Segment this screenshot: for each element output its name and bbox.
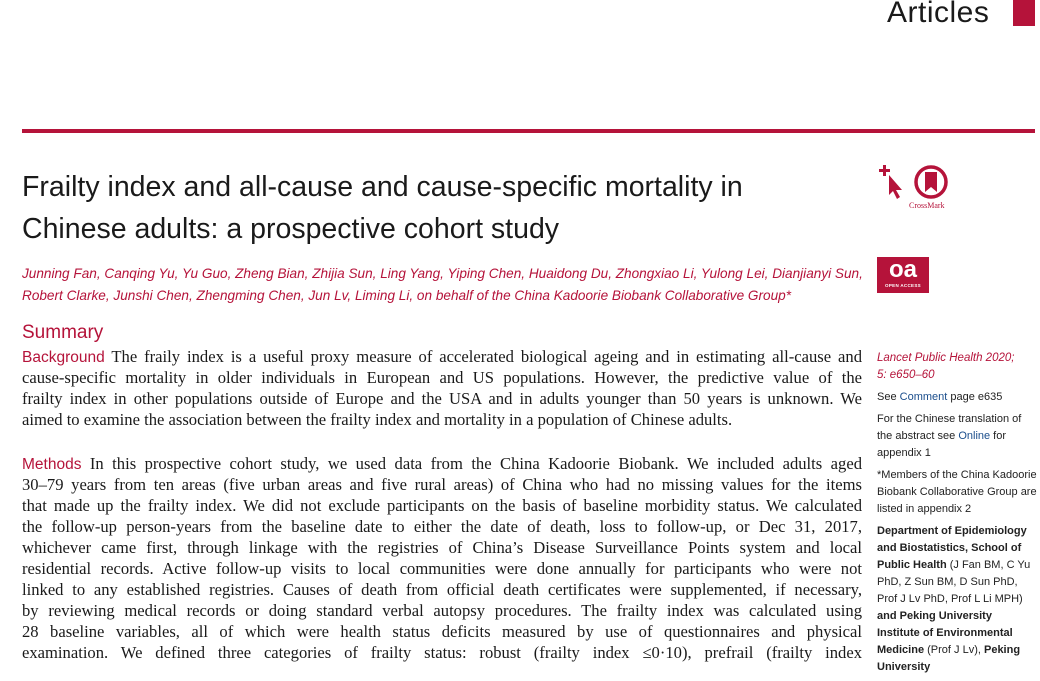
article-title: Frailty index and all-cause and cause-sp… [22,166,862,250]
text-span: for appendix 1 [877,430,1007,459]
text-line: 30–79 years from ten areas (five urban a… [22,475,862,494]
text-line: residential records. Active follow-up vi… [22,559,862,578]
text-span: For the Chinese translation of the abstr… [877,413,1022,442]
crossmark-label: CrossMark [909,201,945,210]
comment-link[interactable]: Comment [899,391,948,403]
text-line: the follow-up person-years from the base… [22,517,862,536]
text-line: aimed to examine the association between… [22,410,733,429]
corner-accent-block [1013,0,1035,26]
affiliation-people: (Prof J Lv), [924,644,984,656]
header-rule [22,129,1035,133]
text-line: Methods In this prospective cohort study… [22,453,862,474]
title-line: Chinese adults: a prospective cohort stu… [22,213,560,245]
text-line: whichever came first, through linkage wi… [22,538,862,557]
text-line: cause-specific mortality in older indivi… [22,368,862,387]
affiliation-name: Department of Epidemiology and Biostatis… [877,525,1027,571]
author-line: Robert Clarke, Junshi Chen, Zhengming Ch… [22,288,791,303]
title-line: Frailty index and all-cause and cause-sp… [22,171,743,203]
methods-paragraph: Methods In this prospective cohort study… [22,453,862,663]
text-span: The fraily index is a useful proxy measu… [111,347,862,366]
oa-caption: OPEN ACCESS [885,283,921,288]
crossmark-icon[interactable] [876,162,956,212]
text-line: examination. We defined three categories… [22,643,862,662]
text-line: Background The fraily index is a useful … [22,346,862,367]
background-label: Background [22,349,105,366]
citation-line: 5: e650–60 [877,369,935,381]
section-label: Articles [887,0,990,29]
author-line: Junning Fan, Canqing Yu, Yu Guo, Zheng B… [22,266,863,281]
open-access-badge: oa OPEN ACCESS [877,257,929,293]
text-line: by reviewing medical records or doing st… [22,601,862,620]
sidebar: Lancet Public Health 2020; 5: e650–60 Se… [877,350,1037,681]
author-list: Junning Fan, Canqing Yu, Yu Guo, Zheng B… [22,263,872,307]
text-line: frailty index in other populations outsi… [22,389,862,408]
methods-label: Methods [22,456,82,473]
text-span: See [877,391,900,403]
translation-note: For the Chinese translation of the abstr… [877,411,1037,462]
summary-heading: Summary [22,322,104,343]
citation-line: Lancet Public Health 2020; [877,352,1015,364]
text-line: 28 baseline variables, all of which were… [22,622,862,641]
text-span: and [877,610,897,622]
comment-note: See Comment page e635 [877,389,1037,406]
affiliations: Department of Epidemiology and Biostatis… [877,523,1037,676]
text-span: In this prospective cohort study, we use… [89,454,862,473]
affiliation-name: Peking University Institute of Environme… [877,610,1013,656]
oa-logo-text: oa [888,256,917,283]
text-line: linked to any established registries. Ca… [22,580,862,599]
online-link[interactable]: Online [958,430,991,442]
background-paragraph: Background The fraily index is a useful … [22,346,862,430]
text-line: that made up the frailty index. We did n… [22,496,862,515]
members-note: *Members of the China Kadoorie Biobank C… [877,469,1037,515]
text-span: page e635 [947,391,1003,403]
journal-citation: Lancet Public Health 2020; 5: e650–60 [877,350,1037,384]
affiliation-people: (J Fan BM, C Yu PhD, Z Sun BM, D Sun PhD… [877,559,1031,605]
